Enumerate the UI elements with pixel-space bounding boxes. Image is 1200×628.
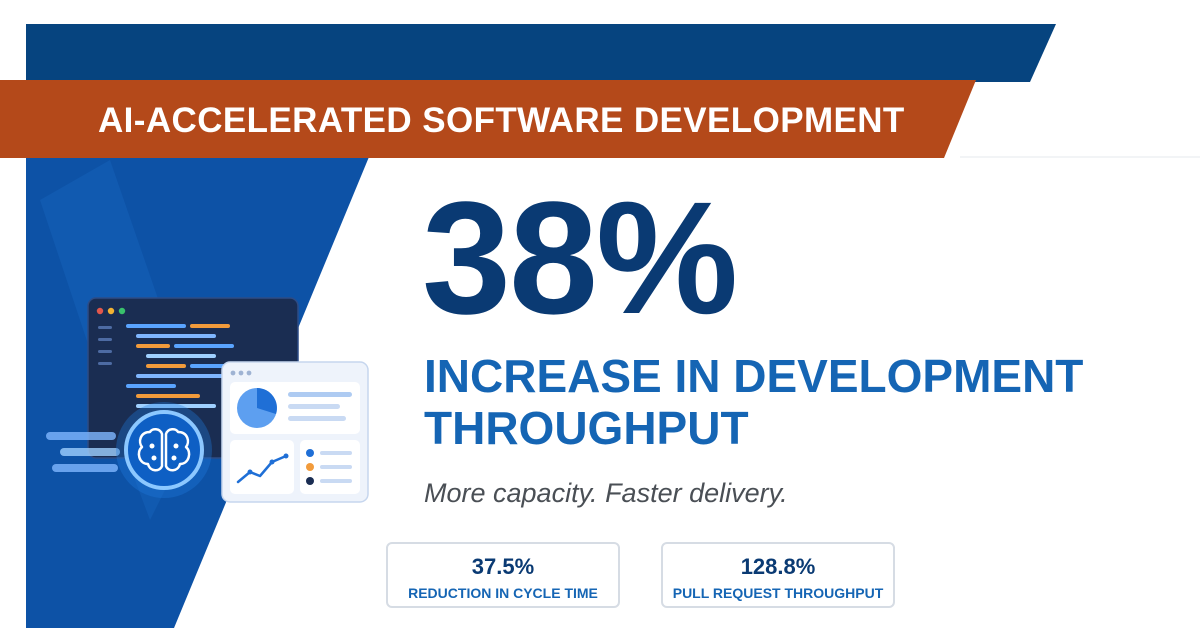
stat-card-cycle-time: 37.5% REDUCTION IN CYCLE TIME xyxy=(386,542,620,608)
title-banner xyxy=(0,80,976,158)
hero-headline: INCREASE IN DEVELOPMENT THROUGHPUT xyxy=(424,350,1083,454)
top-navy-band xyxy=(26,24,1056,82)
ai-brain-icon xyxy=(116,402,212,498)
stat-card-label: PULL REQUEST THROUGHPUT xyxy=(672,585,884,601)
stat-card-pr-throughput: 128.8% PULL REQUEST THROUGHPUT xyxy=(661,542,895,608)
speed-lines xyxy=(46,432,120,472)
line-chart-icon xyxy=(236,453,289,484)
stat-card-label: REDUCTION IN CYCLE TIME xyxy=(408,585,598,601)
stat-card-value: 128.8% xyxy=(740,554,816,579)
ai-illustration xyxy=(46,297,369,503)
dashboard-window-icon xyxy=(221,361,369,503)
hero-headline-line1: INCREASE IN DEVELOPMENT xyxy=(424,350,1084,402)
banner-title: AI-ACCELERATED SOFTWARE DEVELOPMENT xyxy=(98,101,905,140)
hero-stat: 38% xyxy=(422,168,738,347)
hero-headline-line2: THROUGHPUT xyxy=(424,402,749,454)
pie-chart-icon xyxy=(237,388,277,428)
hero-tagline: More capacity. Faster delivery. xyxy=(424,478,788,508)
stat-card-value: 37.5% xyxy=(471,554,535,579)
